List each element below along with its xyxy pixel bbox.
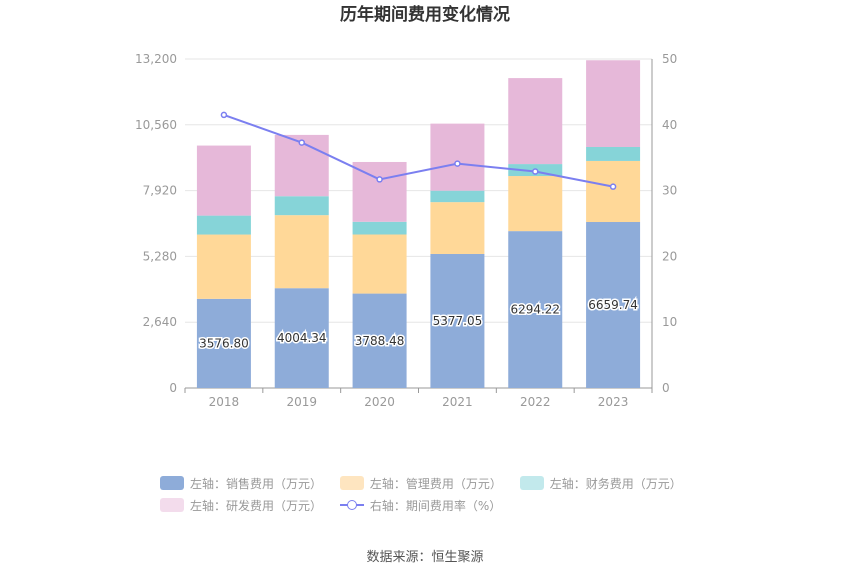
legend-item-sales[interactable]: 左轴：销售费用（万元）: [160, 472, 322, 494]
data-label: 3788.48: [355, 334, 405, 348]
right-axis-tick-label: 0: [662, 381, 670, 395]
line-point: [298, 139, 305, 146]
legend-item-finance[interactable]: 左轴：财务费用（万元）: [519, 472, 682, 494]
bar-segment: [430, 202, 485, 254]
bar-segment: [586, 60, 641, 147]
legend-item-rnd[interactable]: 左轴：研发费用（万元）: [160, 494, 322, 516]
legend-swatch-rnd: [160, 498, 184, 512]
bar-segment: [430, 190, 485, 203]
legend-swatch-sales: [160, 476, 184, 490]
data-label: 6294.22: [510, 303, 560, 317]
bar-segment: [430, 253, 485, 388]
data-label: 4004.34: [277, 331, 327, 345]
bar-segment: [508, 231, 563, 388]
legend-item-admin[interactable]: 左轴：管理费用（万元）: [339, 472, 502, 494]
bar-segment: [196, 234, 251, 299]
bar-segment: [508, 78, 563, 165]
line-point: [532, 168, 539, 175]
legend-label-rnd: 左轴：研发费用（万元）: [190, 498, 323, 513]
left-axis-tick-label: 13,200: [135, 52, 177, 66]
legend-label-sales: 左轴：销售费用（万元）: [190, 476, 323, 491]
line-point: [609, 183, 617, 190]
left-axis-tick-label: 10,560: [135, 118, 177, 132]
bar-segment: [274, 215, 329, 289]
x-axis-tick-label: 2018: [209, 395, 240, 409]
bar-segment: [274, 196, 329, 216]
bar-segment: [586, 222, 641, 388]
line-point: [454, 160, 461, 167]
line-point: [220, 111, 228, 119]
bar-segment: [352, 293, 407, 388]
x-axis-tick-label: 2022: [520, 395, 551, 409]
bar-segment: [196, 298, 251, 388]
left-axis-tick-label: 0: [169, 381, 177, 395]
line-series: [220, 111, 617, 190]
bar-segment: [352, 234, 407, 294]
right-axis-tick-label: 50: [662, 52, 677, 66]
data-labels: 3576.80 4004.34 3788.48 5377.05 6294.22 6659.…: [198, 297, 640, 352]
line-point: [376, 176, 383, 183]
legend: 左轴：销售费用（万元） 左轴：管理费用（万元） 左轴：财务费用（万元） 左轴：研…: [160, 472, 700, 516]
grid-lines: [185, 58, 652, 323]
legend-line-marker-icon: [339, 498, 364, 512]
left-axis-tick-label: 7,920: [143, 184, 177, 198]
x-axis-tick-label: 2021: [442, 395, 473, 409]
data-label: 6659.74: [588, 298, 638, 312]
right-axis-tick-label: 20: [662, 249, 677, 263]
legend-item-expense-rate[interactable]: 右轴：期间费用率（%）: [339, 494, 502, 516]
right-axis-tick-label: 10: [662, 315, 677, 329]
data-label: 3576.80: [199, 336, 249, 350]
data-label: 5377.05: [433, 314, 483, 328]
legend-label-expense-rate: 右轴：期间费用率（%）: [369, 498, 502, 513]
bar-segment: [586, 146, 641, 161]
legend-label-admin: 左轴：管理费用（万元）: [369, 476, 502, 491]
bars: [196, 60, 641, 388]
legend-label-finance: 左轴：财务费用（万元）: [549, 476, 682, 491]
bar-segment: [586, 160, 641, 223]
data-source: 数据来源：恒生聚源: [366, 550, 484, 565]
bar-segment: [508, 176, 563, 232]
left-axis-tick-label: 5,280: [143, 249, 177, 263]
bar-segment: [196, 145, 251, 216]
left-axis-tick-label: 2,640: [143, 315, 177, 329]
bar-segment: [196, 215, 251, 235]
bar-segment: [430, 123, 485, 191]
expense-rate-line: [223, 113, 614, 188]
x-axis-tick-label: 2020: [364, 395, 395, 409]
legend-swatch-finance: [519, 476, 544, 490]
x-axis-tick-label: 2019: [286, 395, 317, 409]
right-axis-tick-label: 30: [662, 184, 677, 198]
bar-segment: [274, 288, 329, 388]
right-axis-tick-label: 40: [662, 118, 677, 132]
legend-swatch-admin: [339, 476, 364, 490]
chart-title: 历年期间费用变化情况: [340, 4, 510, 25]
bar-segment: [352, 221, 407, 235]
x-axis-tick-label: 2023: [598, 395, 629, 409]
axes: 0 2,640 5,280 7,920 10,560 13,200 0 10 20 30 40 50 2…: [135, 52, 677, 409]
